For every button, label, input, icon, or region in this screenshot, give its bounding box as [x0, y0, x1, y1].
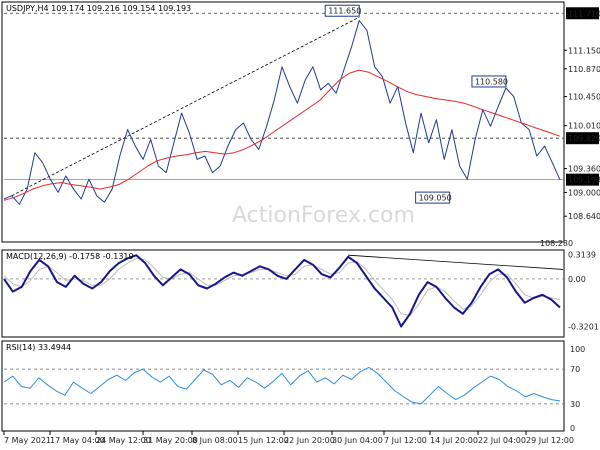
rsi-tick-label: 100 — [570, 345, 585, 354]
x-tick-label: 15 Jun 12:00 — [238, 436, 289, 445]
x-tick-label: 17 May 04:00 — [50, 436, 105, 445]
x-tick-label: 22 Jul 04:00 — [478, 436, 526, 445]
rsi-pane — [1, 340, 565, 432]
price-pane-title: USDJPY,H4 109.174 109.216 109.154 109.19… — [6, 4, 191, 13]
rsi-tick-label: 30 — [570, 400, 580, 409]
x-tick-label: 7 May 2021 — [4, 436, 51, 445]
x-tick-label: 30 Jun 04:00 — [332, 436, 383, 445]
price-tick-label: 108.280 — [540, 239, 573, 248]
price-tick-label: 110.870 — [568, 65, 600, 74]
price-tick-label: 111.150 — [568, 46, 600, 55]
price-tick-label: 108.640 — [568, 212, 600, 221]
price-tick-label: 109.193 — [568, 176, 600, 185]
annotation-box — [471, 75, 507, 88]
macd-layer — [3, 254, 564, 328]
price-tick-label: 109.000 — [568, 188, 600, 197]
price-layer: 111.650 110.580 109.050 — [3, 4, 564, 205]
x-tick-label: 8 Jun 08:00 — [192, 436, 238, 445]
price-tick-box — [566, 173, 599, 186]
price-tick-label: 111.710 — [568, 9, 600, 18]
x-tick-label: 29 Jul 12:00 — [526, 436, 574, 445]
rsi-line — [3, 366, 561, 405]
macd-trendline — [348, 254, 564, 270]
rsi-tick-label: 70 — [570, 365, 580, 374]
rsi-pane-title: RSI(14) 33.4944 — [6, 343, 71, 352]
rsi-tick-label: 0 — [570, 424, 575, 433]
price-tick-label: 109.820 — [568, 134, 600, 143]
macd-pane-title: MACD(12,26,9) -0.1758 -0.1319 — [6, 252, 134, 261]
annotation-box — [324, 4, 360, 17]
price-tick-box — [566, 7, 599, 20]
macd-pane — [1, 249, 565, 338]
moving-average-line — [3, 69, 561, 201]
macd-tick-label: 0.3139 — [568, 250, 596, 259]
annotation-label: 110.580 — [475, 77, 508, 86]
rsi-layer — [3, 366, 564, 405]
price-annotation: 109.050 — [415, 191, 452, 204]
macd-tick-label: -0.3201 — [568, 322, 599, 331]
annotation-box — [415, 191, 451, 204]
x-tick-label: 7 Jul 12:00 — [384, 436, 427, 445]
price-trendline — [11, 16, 360, 197]
price-annotation: 110.580 — [471, 75, 508, 88]
price-annotation: 111.650 — [324, 4, 361, 17]
macd-tick-label: 0.00 — [568, 275, 586, 284]
price-tick-label: 110.450 — [568, 93, 600, 102]
x-tick-label: 22 Jun 20:00 — [284, 436, 335, 445]
price-tick-label: 109.360 — [568, 165, 600, 174]
annotation-label: 109.050 — [419, 194, 452, 203]
axis-layer: 111.710 111.150 110.870 110.450 110.010 109.8… — [3, 7, 600, 445]
macd-main-line — [3, 254, 561, 328]
x-tick-label: 31 May 20:00 — [143, 436, 198, 445]
price-tick-label: 110.010 — [568, 122, 600, 131]
x-tick-label: 14 Jul 20:00 — [430, 436, 478, 445]
price-pane — [1, 1, 565, 243]
watermark: ActionForex.com — [232, 203, 415, 228]
annotation-label: 111.650 — [328, 7, 361, 16]
price-line — [3, 20, 561, 205]
x-tick-label: 24 May 12:00 — [96, 436, 151, 445]
price-tick-box — [566, 132, 599, 145]
